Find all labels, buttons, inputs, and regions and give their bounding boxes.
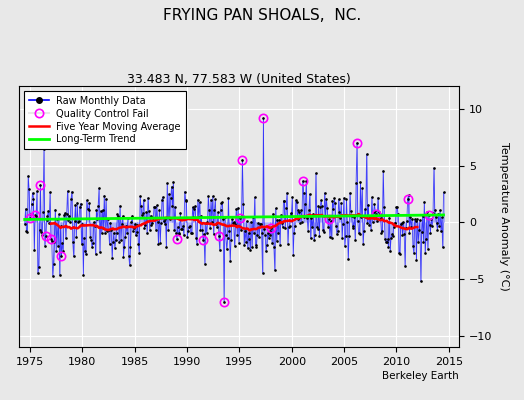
Title: 33.483 N, 77.583 W (United States): 33.483 N, 77.583 W (United States) bbox=[127, 73, 351, 86]
Text: FRYING PAN SHOALS,  NC.: FRYING PAN SHOALS, NC. bbox=[163, 8, 361, 23]
Y-axis label: Temperature Anomaly (°C): Temperature Anomaly (°C) bbox=[499, 142, 509, 291]
Text: Berkeley Earth: Berkeley Earth bbox=[383, 371, 459, 381]
Legend: Raw Monthly Data, Quality Control Fail, Five Year Moving Average, Long-Term Tren: Raw Monthly Data, Quality Control Fail, … bbox=[24, 91, 186, 149]
